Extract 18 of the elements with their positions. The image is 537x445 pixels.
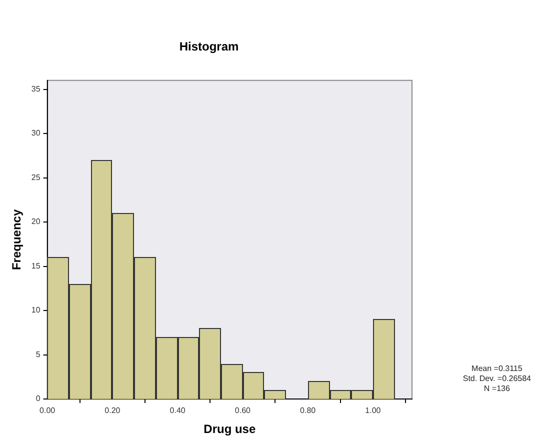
x-tick-label: 0.40 [170, 406, 186, 416]
y-tick-label: 30 [31, 128, 41, 138]
text: Mean =0.3115 Std. Dev. =0.26584 N =136 [462, 364, 531, 394]
x-tick-label: 0.00 [40, 406, 56, 416]
x-tick-label: 0.20 [104, 406, 121, 416]
y-tick-label: 0 [36, 394, 41, 404]
y-tick-label: 35 [31, 84, 41, 94]
y-tick-label: 5 [36, 350, 41, 359]
x-tick-label: 0.60 [234, 406, 252, 416]
y-tick-label: 25 [31, 172, 41, 182]
y-tick-label: 20 [31, 217, 41, 226]
x-axis-title: Drug use [204, 422, 256, 436]
y-axis-title: Frequency [10, 209, 24, 270]
y-tick-label: 15 [31, 261, 41, 270]
x-tick-label: 1.00 [365, 406, 382, 416]
y-tick-label: 10 [31, 306, 41, 315]
chart-title: Histogram [179, 40, 239, 54]
x-tick-label: 0.80 [300, 406, 316, 416]
